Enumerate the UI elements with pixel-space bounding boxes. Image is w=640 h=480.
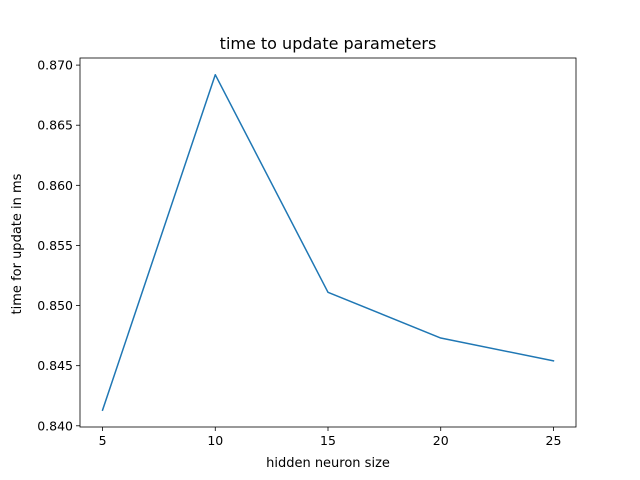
y-tick-label: 0.865 [37, 118, 73, 133]
y-tick-label: 0.845 [37, 358, 73, 373]
y-tick-label: 0.870 [37, 58, 73, 73]
y-axis: 0.840 0.845 0.850 0.855 0.860 0.865 0.870 [37, 58, 80, 433]
series-line [101, 73, 555, 412]
chart-title: time to update parameters [220, 34, 437, 53]
y-tick-label: 0.840 [37, 418, 73, 433]
series-layer [101, 73, 555, 412]
x-tick-label: 25 [546, 433, 562, 448]
x-axis: 5 10 15 20 25 [99, 427, 562, 448]
y-axis-label: time for update in ms [10, 173, 25, 314]
x-tick-label: 10 [207, 433, 223, 448]
plot-frame [79, 57, 577, 428]
y-tick-label: 0.850 [37, 298, 73, 313]
y-tick-label: 0.855 [37, 238, 73, 253]
x-axis-label: hidden neuron size [266, 456, 390, 471]
x-tick-label: 20 [433, 433, 449, 448]
x-tick-label: 15 [320, 433, 336, 448]
y-tick-label: 0.860 [37, 178, 73, 193]
x-tick-label: 5 [99, 433, 107, 448]
plot-area [79, 57, 577, 428]
